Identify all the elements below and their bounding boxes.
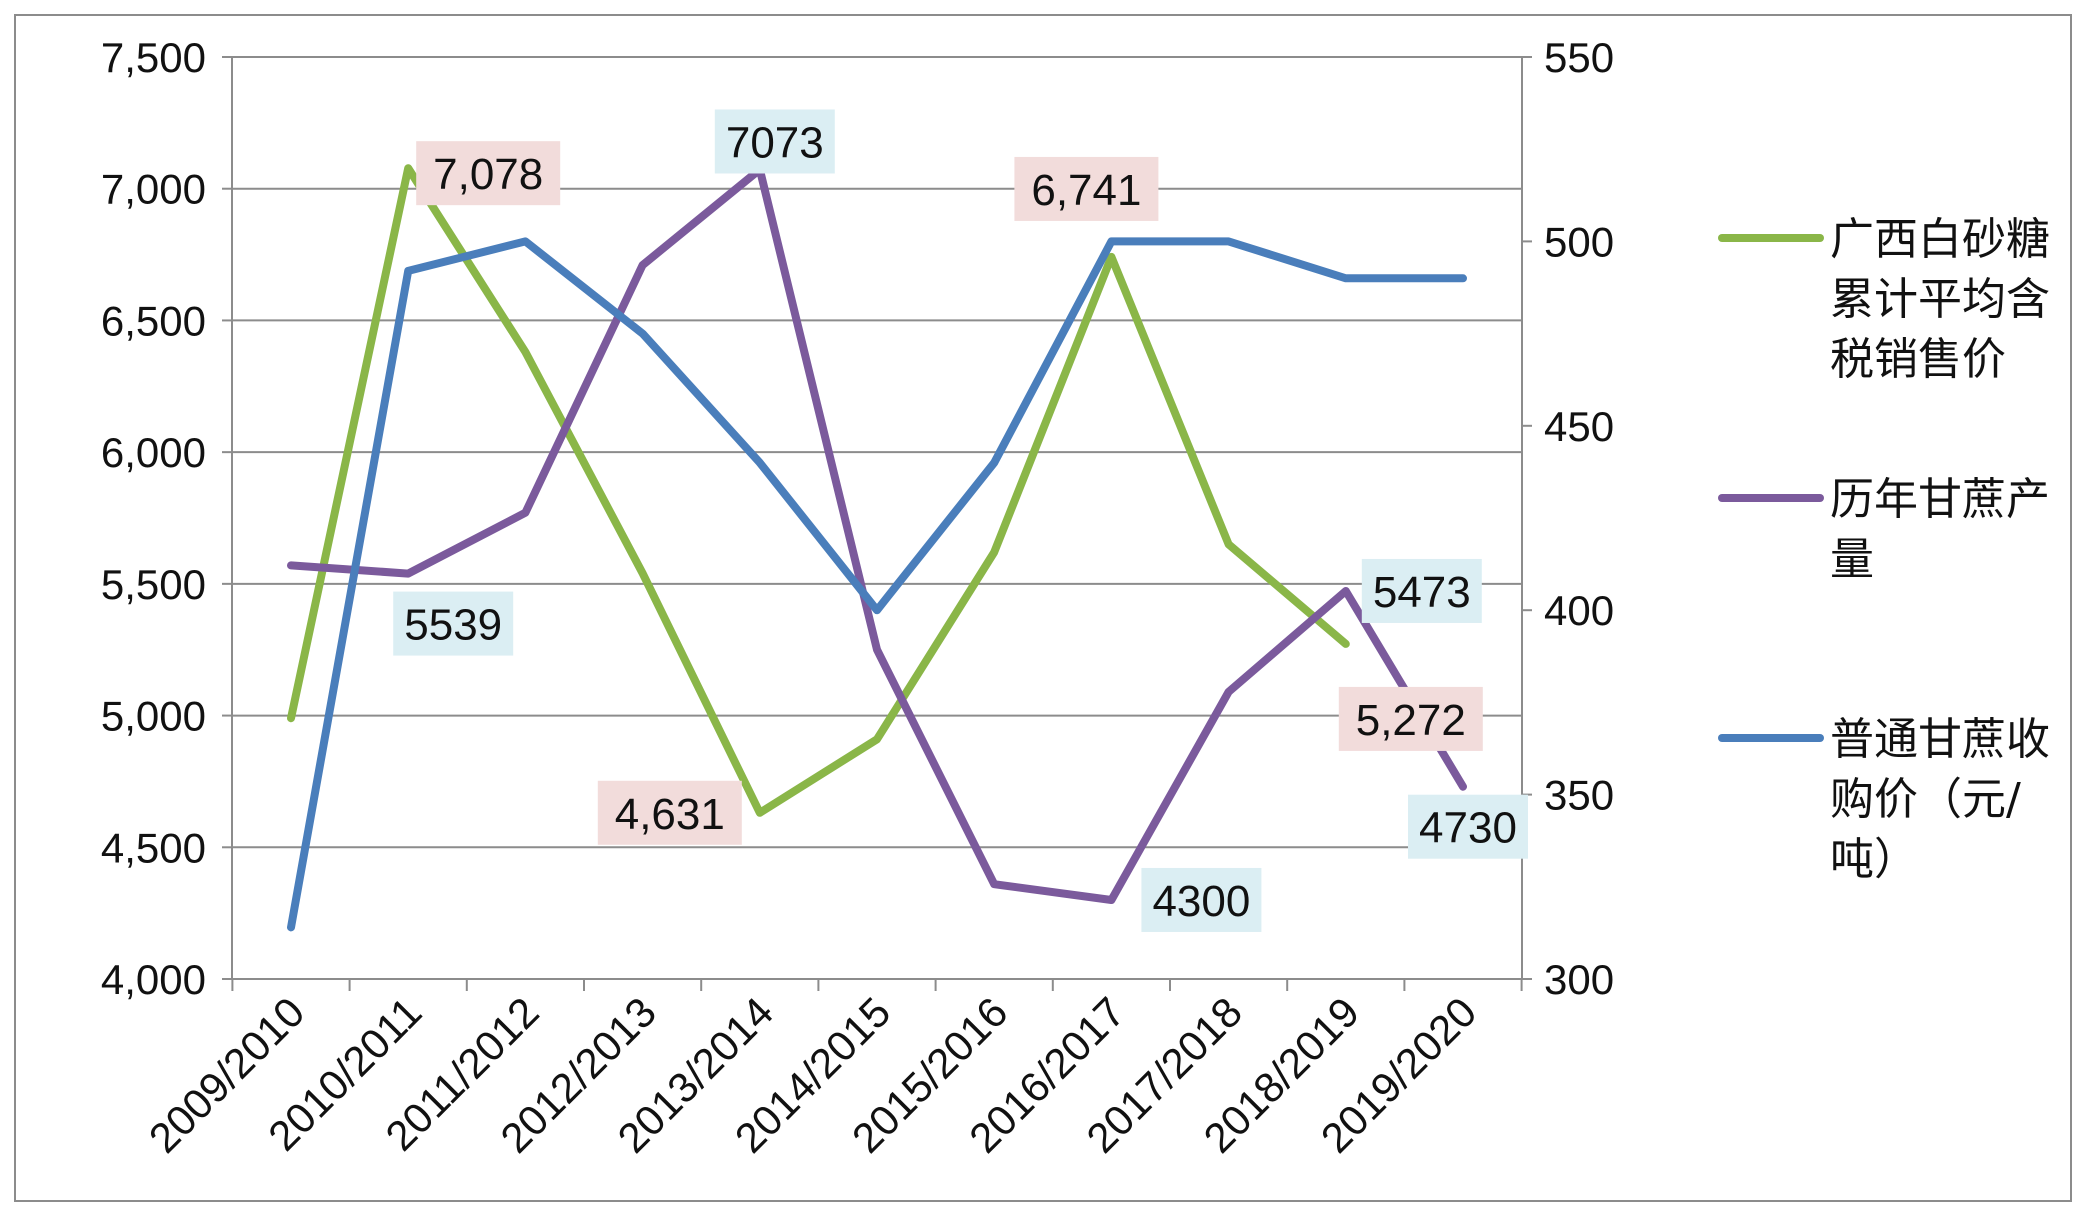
left-axis-tick-label: 4,500: [101, 824, 206, 871]
legend-label: 普通甘蔗收: [1830, 714, 2050, 765]
data-label-text: 7,078: [433, 150, 543, 199]
data-label: 4730: [1408, 794, 1528, 859]
left-axis-tick-label: 6,000: [101, 429, 206, 476]
right-axis-tick-label: 300: [1544, 956, 1614, 1003]
left-axis-tick-label: 6,500: [101, 297, 206, 344]
data-label-box: [1338, 686, 1483, 751]
legend-label: 历年甘蔗产: [1830, 474, 2050, 525]
series-line-1: [287, 165, 1467, 904]
data-label: 4,631: [597, 780, 742, 845]
data-label: 7073: [714, 109, 835, 174]
data-label-text: 5539: [404, 601, 502, 650]
data-label-box: [714, 109, 835, 174]
data-label-text: 4300: [1152, 877, 1250, 926]
legend-label: 税销售价: [1830, 334, 2006, 385]
left-axis-tick-label: 5,500: [101, 561, 206, 608]
data-label-text: 4730: [1419, 804, 1517, 853]
data-label: 4300: [1141, 867, 1262, 932]
data-label-box: [1014, 156, 1159, 221]
data-label: 5473: [1361, 558, 1482, 623]
legend-label: 吨）: [1830, 834, 1918, 885]
right-axis-tick-label: 500: [1544, 218, 1614, 265]
data-label: 6,741: [1014, 156, 1159, 221]
right-axis-tick-label: 450: [1544, 403, 1614, 450]
left-axis-tick-label: 4,000: [101, 956, 206, 1003]
data-label-box: [1408, 794, 1528, 859]
left-axis-tick-labels: 4,000 4,500 5,000 5,500 6,000 6,500 7,000 7,500: [101, 34, 206, 1003]
data-label-box: [1361, 558, 1482, 623]
data-label-text: 5473: [1373, 568, 1471, 617]
legend-label: 购价（元/: [1830, 774, 2021, 825]
data-label-box: [1141, 867, 1262, 932]
legend-label: 广西白砂糖: [1830, 214, 2050, 265]
left-axis-tick-label: 5,000: [101, 693, 206, 740]
x-axis-tick-labels: 2009/20102010/20112011/20122012/20132013…: [140, 988, 1486, 1162]
data-label-text: 6,741: [1031, 166, 1141, 215]
left-axis-tick-label: 7,000: [101, 166, 206, 213]
right-axis-tick-label: 400: [1544, 587, 1614, 634]
data-label: 5,272: [1338, 686, 1483, 751]
right-axis-tick-labels: 300 350 400 450 500 550: [1544, 34, 1614, 1003]
legend-label: 累计平均含: [1830, 274, 2050, 325]
data-label: 7,078: [416, 141, 561, 206]
data-label-text: 4,631: [615, 790, 725, 839]
data-label: 5539: [393, 591, 514, 656]
data-label-box: [416, 141, 561, 206]
left-axis-tick-label: 7,500: [101, 34, 206, 81]
right-axis-tick-label: 350: [1544, 772, 1614, 819]
data-label-box: [597, 780, 742, 845]
data-label-text: 7073: [726, 118, 824, 167]
data-label-text: 5,272: [1356, 696, 1466, 745]
data-labels: 7,078 4,631 6,741 5,272 5539 7073 4300 5473 4730: [393, 109, 1528, 932]
series-line-2: [287, 237, 1467, 932]
data-label-box: [393, 591, 514, 656]
chart-frame: [14, 14, 2072, 1202]
right-axis-tick-label: 550: [1544, 34, 1614, 81]
series-lines: [287, 164, 1467, 932]
legend-label: 量: [1830, 534, 1874, 585]
